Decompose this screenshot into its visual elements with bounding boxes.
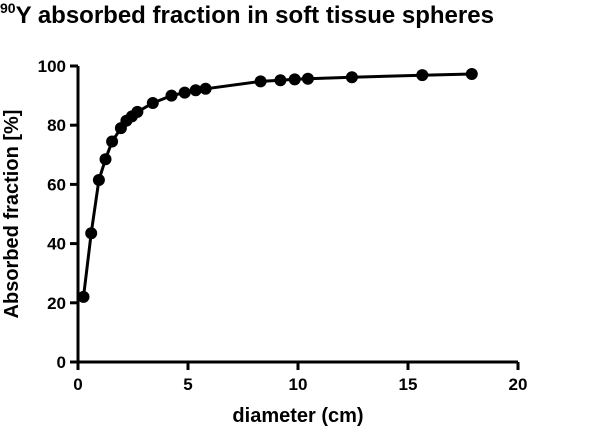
y-tick-label: 80 <box>47 116 66 135</box>
data-point <box>99 153 112 166</box>
title-superscript: 90 <box>0 0 16 16</box>
series-line <box>82 72 472 298</box>
y-tick-label: 100 <box>38 57 66 76</box>
y-axis-label: Absorbed fraction [%] <box>1 110 23 319</box>
x-tick-label: 0 <box>73 375 82 394</box>
data-point <box>301 72 314 85</box>
data-point <box>165 89 178 102</box>
data-point <box>465 67 478 80</box>
data-point <box>254 75 267 88</box>
data-point <box>189 84 202 97</box>
y-tick-label: 40 <box>47 235 66 254</box>
y-tick-label: 20 <box>47 294 66 313</box>
chart-title: 90Y absorbed fraction in soft tissue sph… <box>0 0 596 30</box>
data-point <box>77 290 90 303</box>
data-point <box>288 73 301 86</box>
data-point <box>131 105 144 118</box>
data-point <box>106 135 119 148</box>
y-tick-label: 60 <box>47 175 66 194</box>
data-point <box>178 86 191 99</box>
data-point <box>92 173 105 186</box>
x-tick-label: 5 <box>183 375 192 394</box>
data-point <box>85 227 98 240</box>
title-text: Y absorbed fraction in soft tissue spher… <box>15 2 494 29</box>
x-tick-label: 15 <box>399 375 418 394</box>
data-point <box>274 74 287 87</box>
y-tick-label: 0 <box>57 353 66 372</box>
data-point <box>345 71 358 84</box>
series <box>77 67 478 303</box>
data-point <box>199 82 212 95</box>
axes <box>76 66 518 364</box>
data-point <box>416 69 429 82</box>
x-axis-label: diameter (cm) <box>232 405 363 427</box>
x-tick-label: 10 <box>289 375 308 394</box>
ticks: 0 20 40 60 80 100 0 5 10 15 20 <box>38 57 528 394</box>
data-point <box>146 97 159 109</box>
x-tick-label: 20 <box>509 375 528 394</box>
